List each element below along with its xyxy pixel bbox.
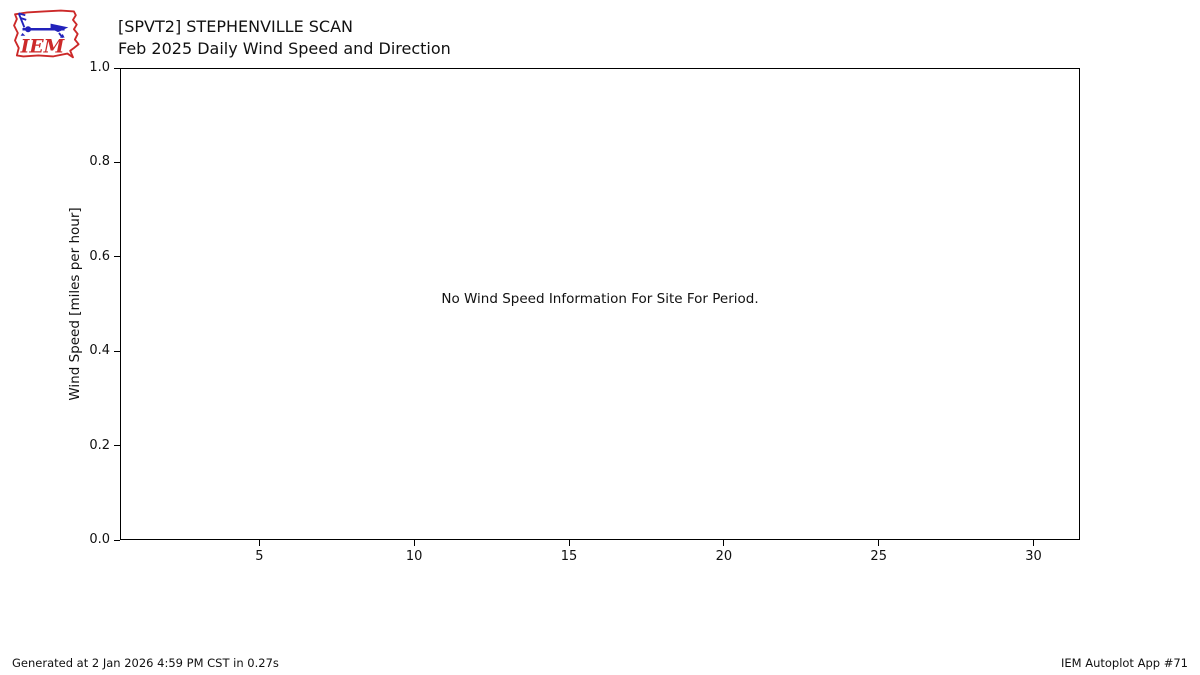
generated-timestamp: Generated at 2 Jan 2026 4:59 PM CST in 0…: [12, 656, 279, 670]
logo-text: IEM: [20, 36, 66, 58]
plot-subtitle: Feb 2025 Daily Wind Speed and Direction: [118, 39, 451, 58]
x-tick-mark: [878, 540, 880, 546]
y-tick-label: 0.0: [89, 532, 110, 547]
y-tick-mark: [114, 539, 120, 541]
wind-vane-icon: [17, 12, 69, 39]
y-tick-mark: [114, 256, 120, 258]
no-data-message: No Wind Speed Information For Site For P…: [441, 291, 759, 307]
y-tick-label: 0.4: [89, 343, 110, 359]
y-tick-mark: [114, 445, 120, 447]
x-tick-mark: [258, 540, 260, 546]
x-tick-mark: [568, 540, 570, 546]
x-tick-label: 10: [405, 549, 423, 564]
iem-logo: IEM: [8, 4, 80, 62]
plot-title: [SPVT2] STEPHENVILLE SCAN: [118, 17, 353, 36]
y-tick-mark: [114, 161, 120, 163]
x-tick-mark: [1033, 540, 1035, 546]
x-tick-mark: [413, 540, 415, 546]
x-tick-label: 5: [255, 549, 264, 564]
app-credit: IEM Autoplot App #71: [1060, 656, 1188, 670]
title-block: [SPVT2] STEPHENVILLE SCAN Feb 2025 Daily…: [118, 16, 451, 60]
y-axis-label: Wind Speed [miles per hour]: [67, 207, 83, 401]
x-tick-label: 30: [1025, 549, 1042, 564]
y-tick-label: 0.6: [89, 248, 110, 264]
y-tick-label: 1.0: [89, 60, 110, 75]
y-tick-mark: [114, 67, 120, 69]
x-tick-label: 15: [560, 549, 578, 564]
x-tick-label: 20: [715, 549, 733, 564]
y-tick-label: 0.8: [89, 154, 110, 170]
plot-area: [120, 68, 1080, 540]
iowa-outline-icon: IEM: [13, 9, 80, 59]
y-tick-mark: [114, 350, 120, 352]
x-tick-label: 25: [870, 549, 887, 564]
y-tick-label: 0.2: [89, 437, 110, 453]
x-tick-mark: [723, 540, 725, 546]
